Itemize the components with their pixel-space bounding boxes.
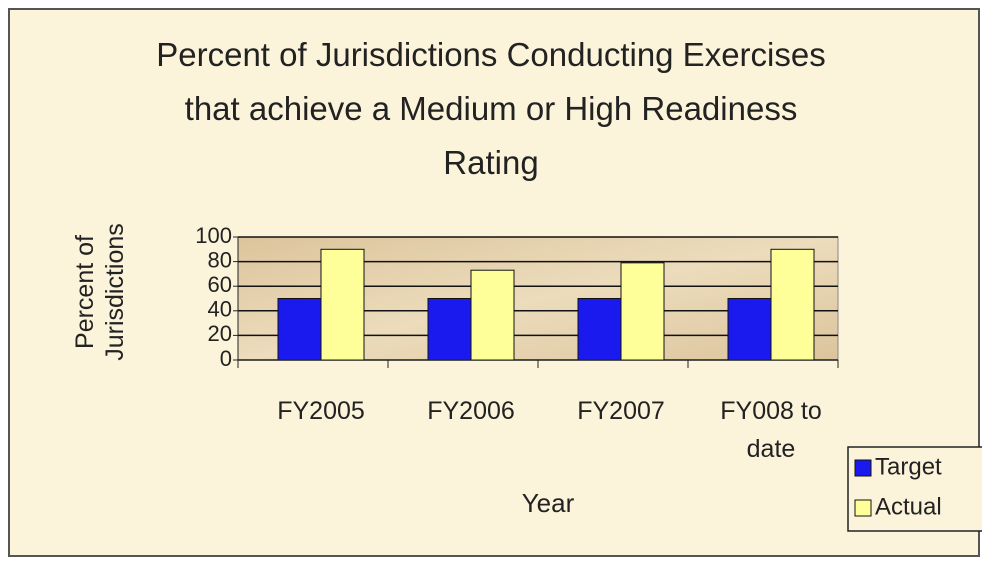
- legend-label: Target: [875, 453, 942, 480]
- chart-title: Percent of Jurisdictions Conducting Exer…: [156, 36, 826, 181]
- bar: [770, 248, 815, 361]
- y-tick-label: 0: [220, 346, 232, 371]
- x-tick-label: FY008 to date: [720, 397, 822, 463]
- legend-swatch: [854, 499, 872, 517]
- x-tick-label: FY2007: [577, 397, 665, 425]
- bar: [277, 298, 322, 361]
- y-tick-label: 100: [195, 223, 232, 248]
- legend-label: Actual: [875, 493, 942, 520]
- x-tick-label: FY2005: [277, 397, 365, 425]
- x-tick-label: FY2006: [427, 397, 515, 425]
- bar: [620, 262, 665, 361]
- bar: [320, 248, 365, 361]
- bar: [470, 269, 515, 361]
- bar: [727, 298, 772, 361]
- y-tick-label: 60: [208, 272, 232, 297]
- y-tick-label: 80: [208, 247, 232, 272]
- x-axis-label: Year: [521, 488, 575, 518]
- y-axis-label: Percent of Jurisdictions: [71, 223, 129, 361]
- y-tick-label: 20: [208, 321, 232, 346]
- legend-swatch: [854, 459, 872, 477]
- bar: [427, 298, 472, 361]
- y-tick-label: 40: [208, 297, 232, 322]
- bar: [577, 298, 622, 361]
